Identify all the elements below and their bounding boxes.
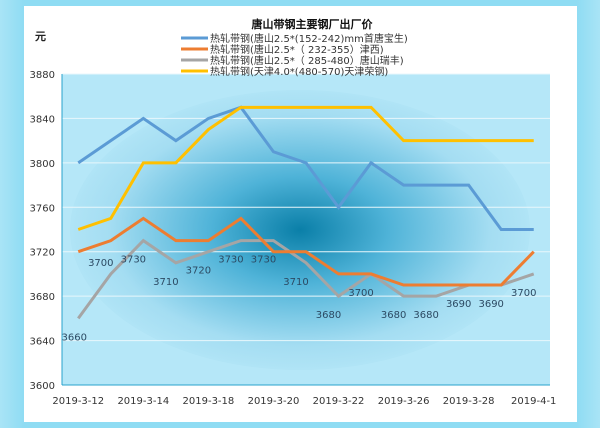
data-label: 3730	[218, 255, 243, 266]
y-axis-unit: 元	[35, 30, 46, 43]
chart-title: 唐山带钢主要钢厂出厂价	[252, 17, 374, 31]
x-tick-label: 2019-3-18	[183, 396, 235, 407]
legend: 热轧带钢(唐山2.5*(152-242)mm首唐宝生)热轧带钢(唐山2.5*（ …	[181, 32, 408, 78]
series-line-3	[77, 105, 534, 231]
x-tick-label: 2019-3-14	[117, 396, 169, 407]
data-label: 3660	[62, 332, 87, 343]
y-tick-label: 3800	[30, 159, 55, 170]
y-tick-label: 3840	[30, 114, 55, 125]
series-line-2	[77, 238, 535, 320]
series-line-0	[77, 105, 534, 231]
series-line-1	[77, 216, 535, 287]
legend-entry-2: 热轧带钢(唐山2.5*（ 285-480）唐山瑞丰)	[210, 54, 404, 67]
legend-entry-0: 热轧带钢(唐山2.5*(152-242)mm首唐宝生)	[210, 32, 408, 45]
x-tick-label: 2019-3-26	[378, 396, 430, 407]
data-label: 3730	[251, 255, 276, 266]
data-label: 3680	[413, 310, 438, 321]
data-label: 3700	[348, 288, 373, 299]
background-right	[577, 0, 600, 428]
data-label: 3720	[186, 266, 211, 277]
data-label: 3690	[446, 299, 471, 310]
legend-entry-3: 热轧带钢(天津4.0*(480-570)天津荣钢)	[210, 65, 388, 78]
plot-area-glow	[70, 90, 530, 370]
data-label: 3690	[478, 299, 503, 310]
data-label: 3680	[381, 310, 406, 321]
data-label: 3700	[511, 288, 536, 299]
y-tick-label: 3760	[30, 203, 55, 214]
y-tick-label: 3720	[30, 248, 55, 259]
data-label: 3680	[316, 310, 341, 321]
legend-entry-1: 热轧带钢(唐山2.5*（ 232-355）津西)	[210, 43, 384, 56]
y-tick-label: 3880	[30, 70, 55, 81]
x-tick-label: 2019-3-22	[313, 396, 365, 407]
x-tick-label: 2019-4-1	[511, 396, 556, 407]
data-label: 3710	[283, 277, 308, 288]
x-tick-label: 2019-3-20	[248, 396, 300, 407]
data-label: 3730	[121, 255, 146, 266]
x-tick-label: 2019-3-12	[52, 396, 104, 407]
data-label: 3700	[88, 258, 113, 269]
y-tick-label: 3600	[30, 381, 55, 392]
y-tick-label: 3680	[30, 292, 55, 303]
y-tick-label: 3640	[30, 337, 55, 348]
x-tick-label: 2019-3-28	[443, 396, 495, 407]
data-label: 3710	[153, 277, 178, 288]
background-left	[0, 0, 24, 428]
